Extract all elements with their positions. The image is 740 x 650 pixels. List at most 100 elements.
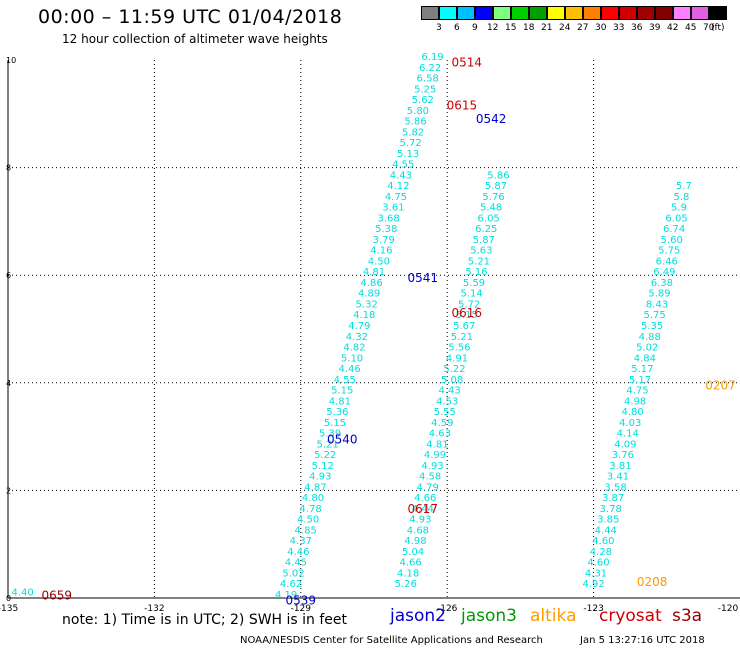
wave-height-point: 4.81 bbox=[426, 439, 448, 450]
wave-height-point: 5.02 bbox=[636, 343, 658, 354]
wave-height-point: 4.98 bbox=[624, 396, 646, 407]
wave-height-point: 4.75 bbox=[385, 192, 407, 203]
pass-time-label: 0542 bbox=[476, 112, 507, 126]
colorbar-cell bbox=[565, 6, 583, 20]
colorbar-cell bbox=[457, 6, 475, 20]
x-tick-label: -132 bbox=[144, 604, 164, 614]
wave-height-point: 4.28 bbox=[590, 547, 612, 558]
wave-height-point: 4.46 bbox=[287, 547, 309, 558]
wave-height-point: 4.60 bbox=[592, 536, 614, 547]
wave-height-point: 5.60 bbox=[661, 235, 683, 246]
wave-height-point: 4.62 bbox=[280, 579, 302, 590]
wave-height-point: 6.22 bbox=[419, 63, 441, 74]
colorbar-cell bbox=[601, 6, 619, 20]
pass-time-label: 0514 bbox=[451, 56, 482, 70]
wave-height-point: 4.75 bbox=[626, 386, 648, 397]
wave-height-point: 6.49 bbox=[653, 267, 675, 278]
wave-height-point: 4.53 bbox=[436, 396, 458, 407]
wave-height-point: 4.50 bbox=[368, 256, 390, 267]
x-tick-label: -129 bbox=[291, 604, 312, 614]
x-tick-label: -126 bbox=[437, 604, 458, 614]
wave-height-point: 4.44 bbox=[595, 525, 617, 536]
pass-time-label: 0541 bbox=[408, 271, 439, 285]
credit-line: NOAA/NESDIS Center for Satellite Applica… bbox=[240, 635, 543, 646]
colorbar-label: 12 bbox=[487, 23, 499, 33]
y-tick-label: 4 bbox=[6, 379, 11, 388]
wave-height-point: 4.14 bbox=[617, 429, 639, 440]
wave-height-point: 4.31 bbox=[585, 568, 607, 579]
wave-height-point: 4.58 bbox=[419, 472, 441, 483]
wave-height-point: 5.26 bbox=[395, 579, 417, 590]
wave-height-point: 5.13 bbox=[397, 149, 419, 160]
wave-height-point: 4.79 bbox=[348, 321, 370, 332]
y-tick-label: 0 bbox=[6, 594, 11, 603]
wave-height-point: 6.46 bbox=[656, 256, 678, 267]
wave-height-point: 5.75 bbox=[658, 246, 680, 257]
wave-height-point: 6.38 bbox=[651, 278, 673, 289]
x-tick-label: -135 bbox=[0, 604, 18, 614]
colorbar-cell bbox=[439, 6, 457, 20]
colorbar-cell bbox=[673, 6, 691, 20]
wave-height-point: 4.98 bbox=[404, 536, 426, 547]
colorbar-label: 24 bbox=[559, 23, 571, 33]
colorbar-label: 15 bbox=[505, 23, 517, 33]
wave-height-point: 3.68 bbox=[378, 213, 400, 224]
wave-height-point: 4.46 bbox=[338, 364, 360, 375]
colorbar-cell bbox=[619, 6, 637, 20]
colorbar-label: 36 bbox=[631, 23, 643, 33]
colorbar-cell bbox=[421, 6, 439, 20]
wave-height-point: 5.32 bbox=[356, 299, 378, 310]
chart-title: 00:00 – 11:59 UTC 01/04/2018 bbox=[38, 6, 343, 28]
wave-height-point: 3.78 bbox=[600, 504, 622, 515]
wave-height-point: 4.99 bbox=[424, 450, 446, 461]
wave-height-point: 4.86 bbox=[360, 278, 382, 289]
colorbar-label: 3 bbox=[436, 23, 442, 33]
wave-height-point: 5.17 bbox=[629, 375, 651, 386]
wave-height-point: 5.67 bbox=[453, 321, 475, 332]
wave-height-point: 4.18 bbox=[397, 568, 419, 579]
wave-height-point: 4.50 bbox=[297, 515, 319, 526]
wave-height-point: 4.60 bbox=[587, 558, 609, 569]
legend-altika: altika bbox=[530, 606, 577, 626]
wave-height-point: 5.14 bbox=[460, 289, 482, 300]
wave-height-point: 5.12 bbox=[312, 461, 334, 472]
wave-height-point: 5.22 bbox=[314, 450, 336, 461]
pass-time-label: 0615 bbox=[447, 99, 478, 113]
wave-height-point: 5.76 bbox=[482, 192, 504, 203]
wave-height-point: 5.55 bbox=[434, 407, 456, 418]
colorbar-label: 33 bbox=[613, 23, 625, 33]
wave-height-point: 4.12 bbox=[387, 181, 409, 192]
wave-height-point: 6.74 bbox=[663, 224, 685, 235]
wave-height-point: 5.21 bbox=[451, 332, 473, 343]
colorbar-cell bbox=[493, 6, 511, 20]
wave-height-point: 4.79 bbox=[417, 482, 439, 493]
wave-height-point: 8.43 bbox=[646, 299, 668, 310]
wave-height-point: 4.43 bbox=[390, 170, 412, 181]
wave-height-point: 5.8 bbox=[673, 192, 689, 203]
wave-height-point: 3.79 bbox=[373, 235, 395, 246]
colorbar-cell bbox=[475, 6, 493, 20]
wave-height-point: 5.89 bbox=[648, 289, 670, 300]
colorbar-label: 21 bbox=[541, 23, 553, 33]
wave-height-point: 5.08 bbox=[441, 375, 463, 386]
colorbar-label: 6 bbox=[454, 23, 460, 33]
wave-height-point: 4.80 bbox=[302, 493, 324, 504]
wave-height-point: 5.9 bbox=[671, 203, 687, 214]
wave-height-point: 4.88 bbox=[639, 332, 661, 343]
wave-height-point: 5.86 bbox=[487, 170, 509, 181]
wave-height-point: 5.16 bbox=[465, 267, 487, 278]
wave-height-point: 5.17 bbox=[631, 364, 653, 375]
wave-height-point: 4.92 bbox=[582, 579, 604, 590]
wave-height-point: 5.80 bbox=[407, 106, 429, 117]
y-tick-label: 10 bbox=[6, 56, 16, 65]
legend-jason3: jason3 bbox=[461, 606, 517, 626]
legend-s3a: s3a bbox=[672, 606, 703, 626]
wave-height-point: 4.91 bbox=[446, 353, 468, 364]
wave-height-point: 4.68 bbox=[407, 525, 429, 536]
pass-time-label: 0539 bbox=[286, 594, 317, 608]
wave-height-point: 4.93 bbox=[409, 515, 431, 526]
wave-height-point: 4.55 bbox=[392, 160, 414, 171]
wave-height-point: 3.81 bbox=[609, 461, 631, 472]
wave-height-point: 4.55 bbox=[334, 375, 356, 386]
